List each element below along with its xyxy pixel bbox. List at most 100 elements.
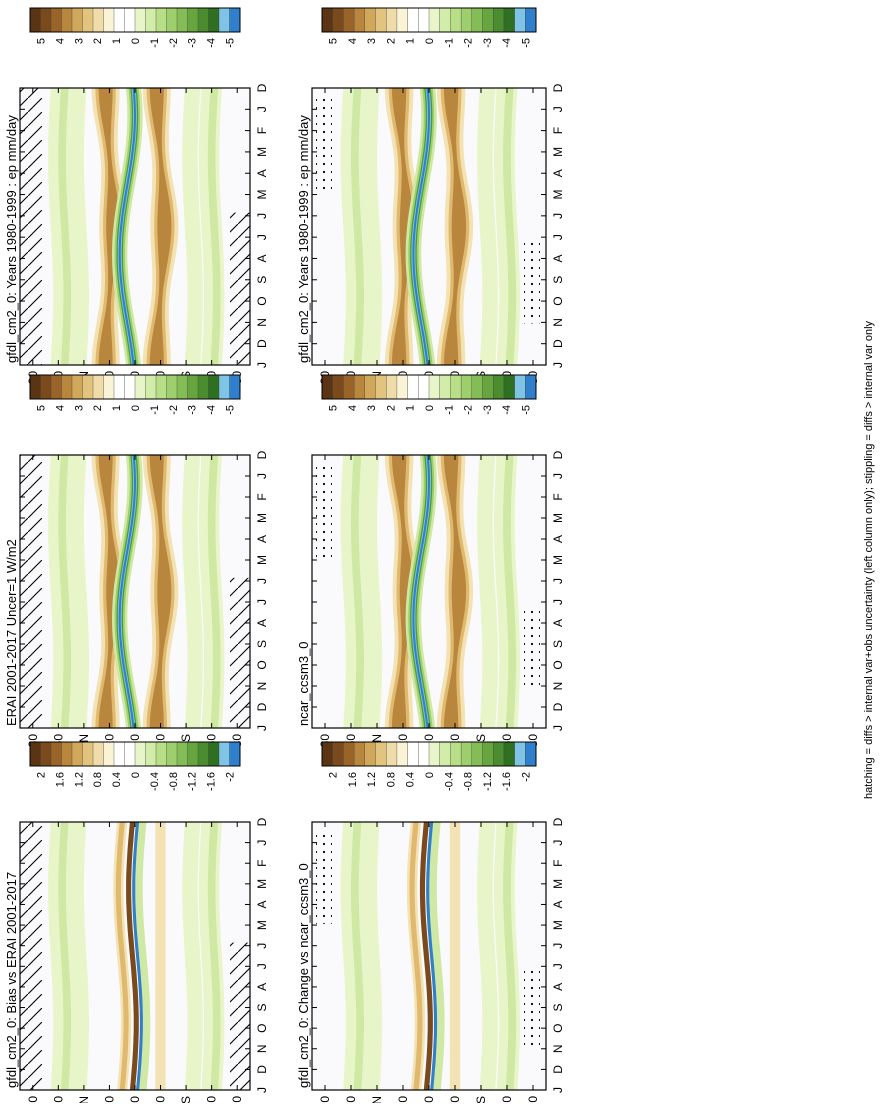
- colorbar-segment: [113, 7, 126, 33]
- colorbar-label: 2: [36, 772, 48, 778]
- panel-title: ERAI 2001-2017 Uncer=1 W/m2: [4, 539, 19, 726]
- colorbar-label: 3: [73, 38, 85, 44]
- colorbar-segment: [525, 7, 537, 33]
- colorbar-segment: [229, 374, 241, 400]
- field-contour: [182, 88, 203, 365]
- colorbar-segment: [503, 7, 516, 33]
- colorbar-segment: [82, 7, 94, 33]
- x-tick-label: D: [255, 83, 269, 92]
- colorbar-label: 0: [424, 405, 436, 411]
- x-tick-label: N: [255, 318, 269, 327]
- y-tick-label: 60: [500, 1096, 514, 1103]
- colorbar-segment: [218, 741, 231, 767]
- colorbar-segment: [460, 374, 473, 400]
- y-tick-label: 0: [128, 371, 142, 378]
- colorbar-segment: [418, 7, 430, 33]
- field-contour: [135, 822, 151, 1090]
- field-contour: [412, 455, 430, 728]
- colorbar-segment: [218, 7, 231, 33]
- field-contour: [477, 88, 498, 365]
- colorbar-label: -1: [443, 38, 455, 48]
- colorbar-label: -1.2: [482, 772, 494, 791]
- x-tick-label: J: [255, 234, 269, 240]
- field-contour: [149, 88, 172, 365]
- x-tick-label: M: [551, 147, 565, 157]
- field-contour: [155, 822, 166, 1090]
- panel-title: ncar_ccsm3_0: [296, 641, 311, 726]
- colorbar-segment: [71, 7, 84, 33]
- colorbar-label: -1.6: [501, 772, 513, 791]
- x-tick-label: S: [551, 640, 565, 648]
- x-tick-label: J: [551, 106, 565, 112]
- colorbar-segment: [134, 374, 147, 400]
- field-contour: [351, 88, 364, 365]
- x-tick-label: J: [551, 578, 565, 584]
- colorbar-segment: [439, 741, 451, 767]
- colorbar-segment: [375, 7, 387, 33]
- field-contour: [426, 822, 438, 1090]
- x-tick-label: J: [551, 1087, 565, 1093]
- colorbar-label: 2: [92, 405, 104, 411]
- colorbar-label: 0: [130, 772, 142, 778]
- colorbar-label: 3: [366, 405, 378, 411]
- colorbar-label: 0: [424, 38, 436, 44]
- field-contour: [118, 88, 136, 365]
- stippling-overlay: [524, 240, 540, 324]
- y-tick-label: 20: [102, 1096, 116, 1103]
- x-tick-label: M: [551, 513, 565, 523]
- field-contour: [358, 455, 383, 728]
- stippling-overlay: [316, 830, 332, 924]
- x-tick-label: N: [551, 1044, 565, 1053]
- x-tick-label: M: [551, 555, 565, 565]
- colorbar-segment: [364, 374, 376, 400]
- colorbar-segment: [343, 741, 355, 767]
- x-tick-label: A: [255, 169, 269, 177]
- x-tick-label: F: [255, 127, 269, 134]
- colorbar-segment: [514, 374, 526, 400]
- x-tick-label: O: [255, 296, 269, 305]
- y-tick-label: 0: [422, 371, 436, 378]
- hatching-overlay: [230, 577, 250, 728]
- colorbar-label: -5: [225, 405, 237, 415]
- colorbar-label: -5: [225, 38, 237, 48]
- x-tick-label: A: [551, 535, 565, 543]
- colorbar-segment: [471, 7, 483, 33]
- colorbar-segment: [145, 741, 157, 767]
- field-contour: [477, 455, 498, 728]
- colorbar-label: -0.8: [168, 772, 180, 791]
- x-tick-label: D: [255, 702, 269, 711]
- panel-title: gfdl_cm2_0: Years 1980-1999 : ep mm/day: [296, 115, 311, 363]
- colorbar-frame: [29, 374, 241, 400]
- stippling-overlay: [524, 605, 540, 688]
- colorbar-label: 2: [385, 405, 397, 411]
- colorbar-segment: [166, 7, 178, 33]
- colorbar-segment: [145, 374, 157, 400]
- colorbar-segment: [471, 741, 483, 767]
- y-tick-label: 20: [154, 1096, 168, 1103]
- hatching-overlay: [20, 455, 42, 728]
- colorbar-label: -4: [206, 405, 218, 415]
- colorbar-label: 3: [366, 38, 378, 44]
- colorbar-segment: [343, 374, 355, 400]
- colorbar-label: 0.4: [405, 772, 417, 787]
- field-contour: [419, 822, 433, 1090]
- colorbar-label: -1: [149, 405, 161, 415]
- colorbar-segment: [103, 7, 115, 33]
- colorbar-segment: [82, 741, 94, 767]
- colorbar-segment: [197, 374, 210, 400]
- x-tick-label: D: [551, 702, 565, 711]
- x-tick-label: J: [255, 963, 269, 969]
- y-tick-label: 80: [230, 1096, 244, 1103]
- colorbar-segment: [40, 374, 52, 400]
- y-tick-label: 20: [396, 1096, 410, 1103]
- x-tick-label: D: [551, 450, 565, 459]
- y-tick-label: 0: [128, 734, 142, 741]
- colorbar-frame: [321, 7, 537, 33]
- field-contour: [207, 822, 221, 1090]
- field-contour: [118, 455, 136, 728]
- colorbar-segment: [50, 741, 63, 767]
- x-tick-label: D: [255, 339, 269, 348]
- colorbar-segment: [208, 7, 220, 33]
